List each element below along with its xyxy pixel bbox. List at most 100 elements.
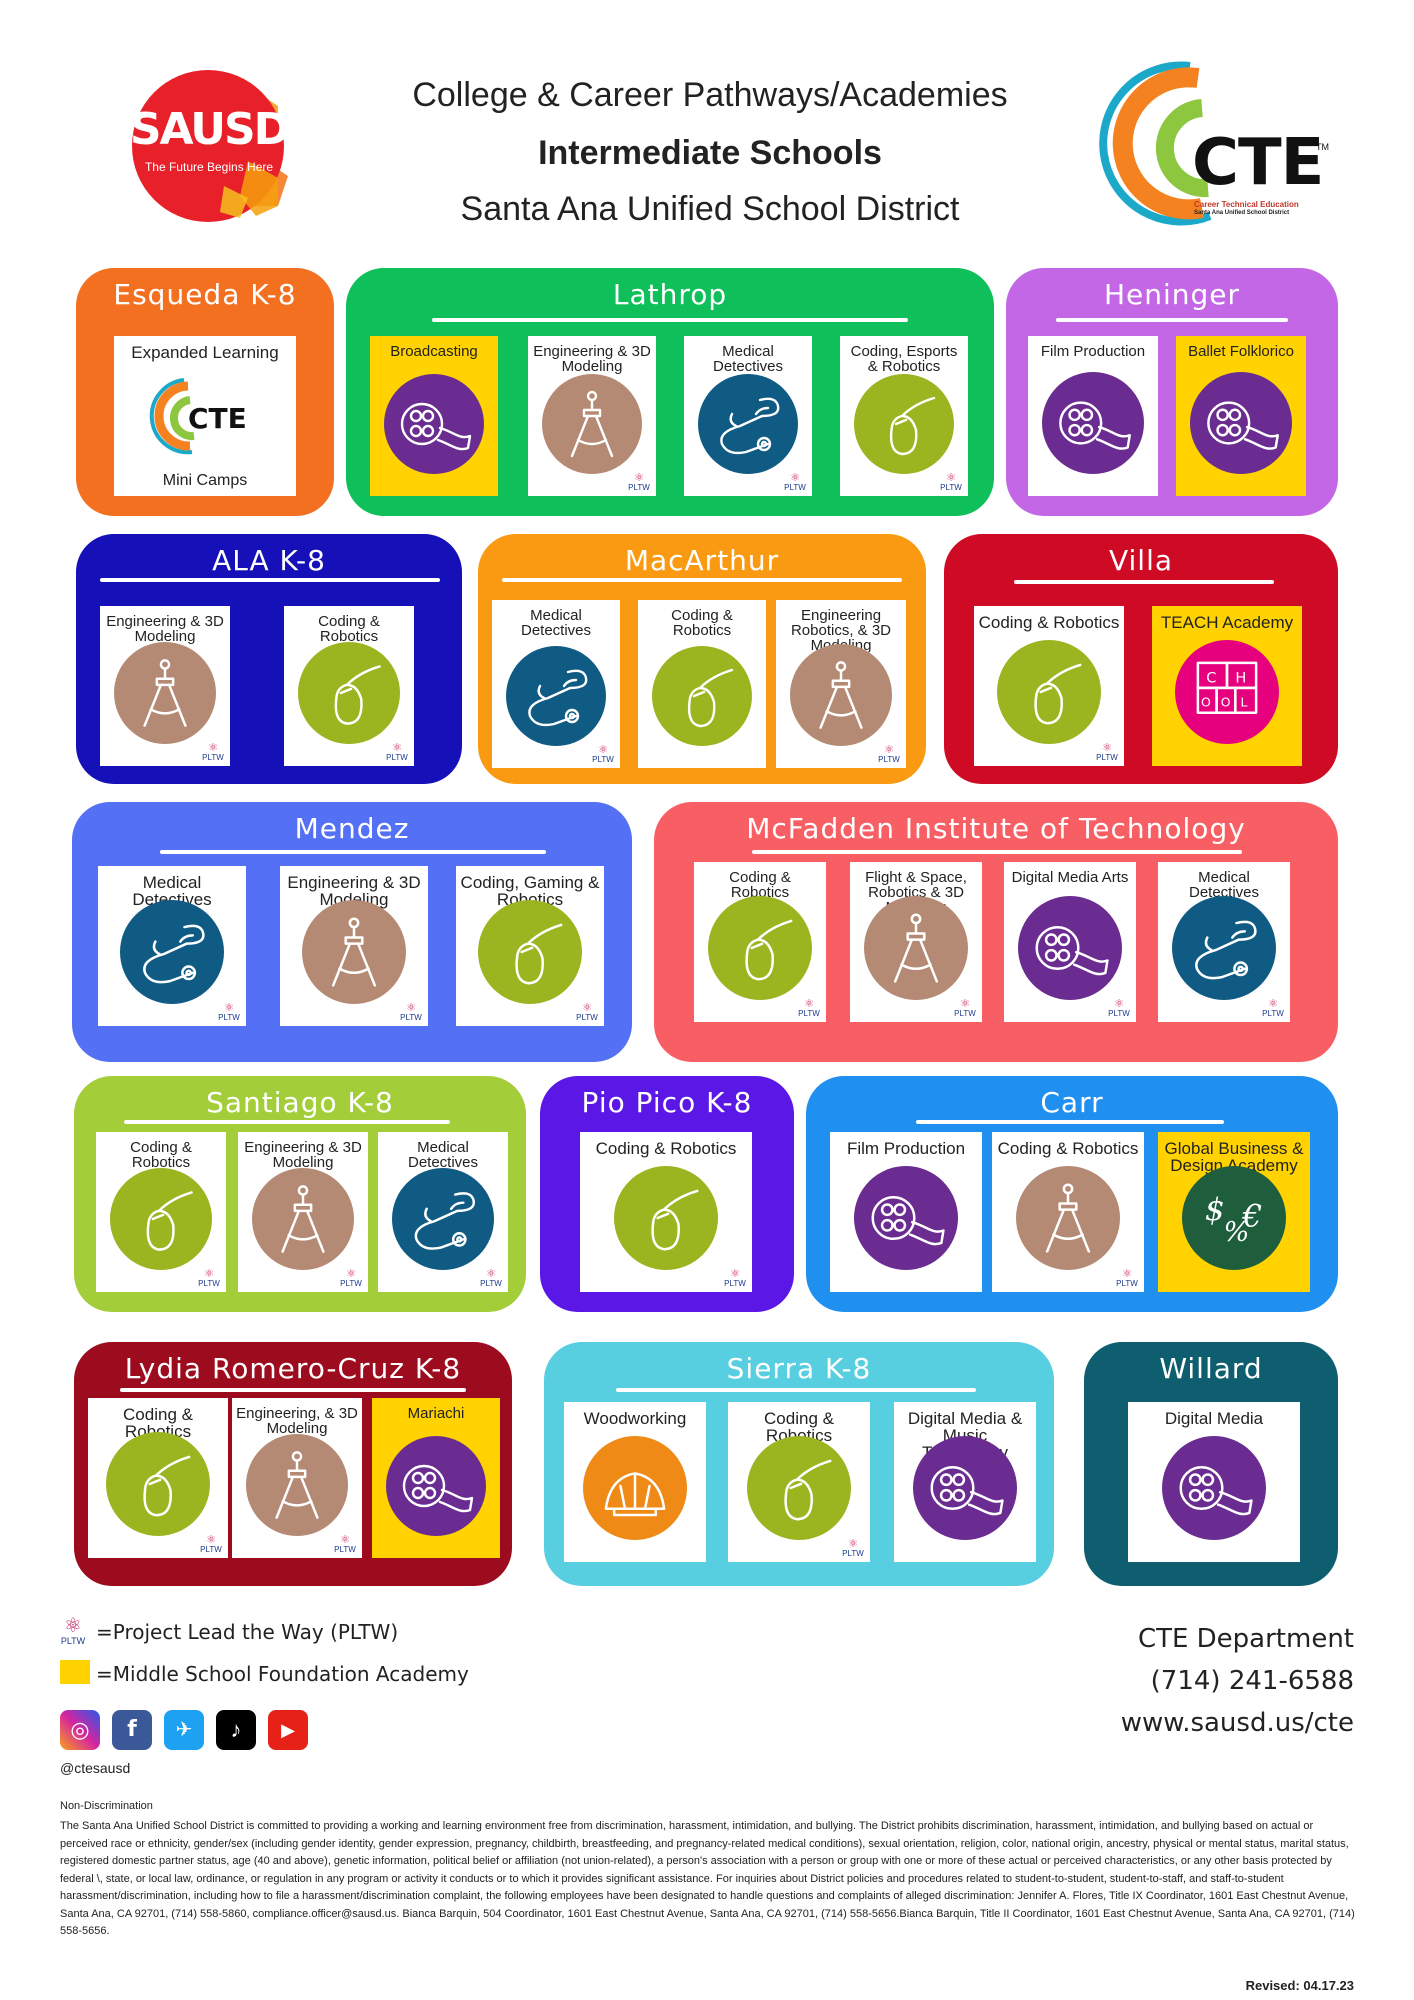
cte-mini-logo: CTE [144, 374, 264, 456]
school-name: MacArthur [624, 544, 780, 577]
pathway-label: Digital Media [1164, 1409, 1264, 1428]
school-name: ALA K-8 [212, 544, 326, 577]
svg-text:%: % [1224, 1217, 1250, 1248]
contact-phone: (714) 241-6588 [1150, 1666, 1354, 1696]
engineering-icon [790, 644, 892, 746]
pathway-label: Medical Detectives [407, 1139, 479, 1171]
pltw-badge-icon: ⚛ PLTW [1096, 742, 1118, 763]
school-box: ALA K-8 Engineering & 3D Modeling ⚛ PLTW Cod… [76, 534, 462, 784]
youtube-icon[interactable]: ▶ [268, 1710, 308, 1750]
school-name: Esqueda K-8 [113, 278, 297, 311]
pltw-badge-icon: ⚛ PLTW [878, 744, 900, 765]
pathway-card: Coding & Robotics⚛PLTW [96, 1132, 226, 1292]
cte-logo-subtitle2: Santa Ana Unified School District [1194, 210, 1290, 216]
cte-logo-subtitle: Career Technical Education [1194, 200, 1299, 209]
coding-icon [708, 896, 812, 1000]
school-name-underline [916, 1120, 1224, 1124]
school-name: Lydia Romero-Cruz K-8 [124, 1352, 462, 1385]
pltw-badge-icon: ⚛ PLTW [202, 742, 224, 763]
film-icon [854, 1166, 958, 1270]
engineering-icon [246, 1434, 348, 1536]
medical-icon [698, 374, 798, 474]
business-icon: $% € [1182, 1166, 1286, 1270]
pathway-card: Coding & Robotics [638, 600, 766, 768]
pathway-sublabel: Mini Camps [162, 472, 248, 489]
contact-website[interactable]: www.sausd.us/cte [1120, 1708, 1354, 1738]
pltw-badge-icon: ⚛ PLTW [1262, 998, 1284, 1019]
pathway-card: Coding & Robotics⚛PLTW [88, 1398, 228, 1558]
pathway-card: Digital Media [1128, 1402, 1300, 1562]
facebook-icon[interactable]: f [112, 1710, 152, 1750]
pathway-card: Expanded Learning CTE Mini Camps [114, 336, 296, 496]
cte-logo: CTE TM Career Technical Education Santa … [1090, 48, 1350, 228]
film-icon [1018, 896, 1122, 1000]
coding-icon [747, 1436, 851, 1540]
pltw-badge-icon: ⚛ PLTW [1116, 1268, 1138, 1289]
pathway-card: Medical Detectives⚛PLTW [98, 866, 246, 1026]
pathway-card: Engineering & 3D Modeling ⚛PLTW [100, 606, 230, 766]
pathway-card: Film Production [1028, 336, 1158, 496]
film-icon [384, 374, 484, 474]
svg-text:H: H [1235, 670, 1246, 687]
pltw-legend-text: =Project Lead the Way (PLTW) [96, 1620, 399, 1644]
pltw-badge-icon: ⚛ PLTW [1108, 998, 1130, 1019]
pathway-card: Medical Detectives ⚛PLTW [378, 1132, 508, 1292]
svg-text:O: O [1201, 695, 1211, 710]
instagram-icon[interactable]: ◎ [60, 1710, 100, 1750]
school-name: Willard [1159, 1352, 1263, 1385]
pltw-badge-icon: ⚛ PLTW [200, 1534, 222, 1555]
contact-dept: CTE Department [1137, 1624, 1354, 1654]
school-box: Willard Digital Media [1084, 1342, 1338, 1586]
svg-text:CTE: CTE [188, 402, 247, 435]
foundation-legend-text: =Middle School Foundation Academy [96, 1662, 469, 1686]
pathway-card: TEACH Academy C H O O L [1152, 606, 1302, 766]
pathway-label: Global Business & Design Academy [1164, 1139, 1304, 1175]
twitter-icon[interactable]: ✈ [164, 1710, 204, 1750]
pathway-card: Coding & Robotics⚛PLTW [728, 1402, 870, 1562]
pathway-card: Coding & Robotics⚛PLTW [284, 606, 414, 766]
pathway-label: Engineering, & 3D Modeling [236, 1405, 358, 1437]
pathway-label: Coding & Robotics [595, 1139, 737, 1158]
sausd-logo-text: SAUSD [129, 104, 290, 155]
pltw-badge-icon: ⚛ PLTW [198, 1268, 220, 1289]
pathway-label: Engineering & 3D Modeling [533, 343, 651, 375]
school-box: McFadden Institute of Technology Coding &… [654, 802, 1338, 1062]
coding-icon [614, 1166, 718, 1270]
svg-text:L: L [1241, 695, 1248, 710]
cte-logo-text: CTE [1192, 126, 1324, 200]
pltw-badge-icon: ⚛ PLTW [724, 1268, 746, 1289]
page-title-line3: Santa Ana Unified School District [460, 190, 960, 228]
pathway-card: Digital Media & Music Technology [894, 1402, 1036, 1562]
school-name-underline [1056, 318, 1288, 322]
pathway-label: Medical Detectives [520, 607, 592, 639]
school-box: MacArthur Medical Detectives ⚛ PLTW Coding &… [478, 534, 926, 784]
page-title-line2: Intermediate Schools [538, 134, 882, 172]
school-name-underline [502, 578, 902, 582]
school-name: Sierra K-8 [726, 1352, 872, 1385]
school-box: Mendez Medical Detectives⚛PLTWEngineering… [72, 802, 632, 1062]
pathway-card: Coding & Robotics ⚛PLTW [580, 1132, 752, 1292]
pathway-label: Mariachi [407, 1405, 465, 1422]
pathway-card: Coding & Robotics⚛PLTW [694, 862, 826, 1022]
pathway-card: Medical Detectives⚛PLTW [492, 600, 620, 768]
pltw-badge-icon: ⚛ PLTW [340, 1268, 362, 1289]
pathway-label: Expanded Learning [131, 343, 279, 362]
pathway-card: Ballet Folklorico [1176, 336, 1306, 496]
social-handle: @ctesausd [60, 1760, 131, 1776]
pathway-card: Coding, Esports & Robotics ⚛ PLTW [840, 336, 968, 496]
pltw-legend-icon: ⚛ PLTW [60, 1615, 86, 1646]
tiktok-icon[interactable]: ♪ [216, 1710, 256, 1750]
pathway-label: Film Production [846, 1139, 966, 1158]
pathway-card: Mariachi [372, 1398, 500, 1558]
school-name-underline [752, 850, 1242, 854]
medical-icon [1172, 896, 1276, 1000]
pathway-label: Digital Media Arts [1011, 869, 1129, 886]
medical-icon [120, 900, 224, 1004]
pathway-card: Engineering Robotics, & 3D Modeling ⚛PLTW [776, 600, 906, 768]
engineering-icon [542, 374, 642, 474]
school-name: Heninger [1103, 278, 1241, 311]
pathway-card: Engineering, & 3D Modeling ⚛ PLTW [232, 1398, 362, 1558]
pathway-card: Coding & Robotics⚛PLTW [992, 1132, 1144, 1292]
pltw-badge-icon: ⚛ PLTW [480, 1268, 502, 1289]
